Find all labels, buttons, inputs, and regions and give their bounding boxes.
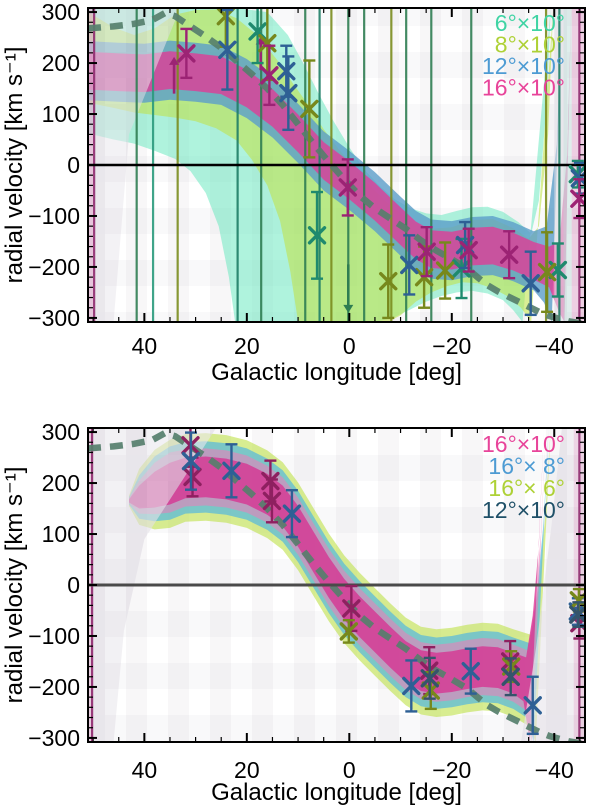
masked-region [88,428,217,742]
dashed-model-line [88,9,585,322]
bottom-panel-chart: 40 20 0 −20 −403002001000−100−200−300Galacti… [1,419,586,806]
axes: 40 20 0 −20 −403002001000−100−200−300Galacti… [1,0,586,386]
legend-entry: 12°×10° [482,53,565,79]
x-tick-label: 0 [343,333,356,359]
legend-entry: 12°×10° [482,497,565,523]
data-point [461,647,480,695]
data-point [521,250,540,317]
y-tick-label: 100 [42,101,80,127]
data-point [260,44,279,107]
x-tick-label: 20 [234,333,260,359]
legend-entry: 8°×10° [495,32,565,58]
y-tick-label: 200 [42,50,80,76]
axes: 40 20 0 −20 −403002001000−100−200−300Galacti… [1,419,586,806]
data-point [459,227,478,273]
limit-arrowhead [343,304,354,313]
data-point [300,59,319,159]
data-point [402,659,421,713]
y-tick-label: 300 [42,0,80,25]
y-tick-label: −100 [28,623,80,649]
data-point [501,657,520,697]
x-tick-label: 40 [132,757,158,783]
y-tick-label: 300 [42,419,80,445]
x-tick-label: −40 [535,333,574,359]
y-tick-label: 0 [67,572,80,598]
data-point [400,234,419,296]
data-point [537,231,557,314]
data-point [282,488,302,539]
x-tick-label: 40 [132,333,158,359]
data-point [279,55,298,132]
plot-area [88,8,585,322]
data-point [435,241,455,300]
legend-entry: 16°× 8° [488,453,565,479]
data-point [177,27,196,80]
y-tick-label: −300 [28,305,80,331]
data-point [338,158,357,217]
data-point [379,243,398,320]
y-tick-label: 200 [42,470,80,496]
legend: 16°×10°16°× 8°16°× 6°12°×10° [482,431,565,523]
data-point [218,8,237,91]
legend-entry: 16°×10° [482,75,565,101]
dashed-model-line [88,429,585,742]
legend-entry: 6°×10° [495,10,565,36]
y-tick-label: −300 [28,725,80,751]
data-point [339,618,358,644]
y-tick-label: −200 [28,254,80,280]
data-point [181,431,201,491]
masked-region [88,8,181,322]
data-point [523,675,542,736]
x-axis-label: Galactic longitude [deg] [211,779,462,806]
y-tick-label: −200 [28,674,80,700]
data-point [277,44,296,98]
x-tick-label: 0 [343,757,356,783]
legend: 6°×10°8°×10°12°×10°16°×10° [482,10,565,101]
data-point [499,230,519,280]
data-point [420,656,439,700]
y-tick-label: 0 [67,152,80,178]
y-tick-label: 100 [42,521,80,547]
data-point [307,190,327,280]
legend-entry: 16°×10° [482,431,565,457]
x-tick-label: 20 [234,757,260,783]
x-tick-label: −20 [432,757,471,783]
y-tick-label: −100 [28,203,80,229]
data-point [222,443,241,499]
x-tick-label: −40 [535,757,574,783]
data-point [262,478,282,524]
y-axis-label: radial velocity [km s⁻¹] [1,467,28,704]
data-point [569,601,585,628]
x-axis-label: Galactic longitude [deg] [211,359,462,386]
legend-entry: 16°× 6° [488,475,565,501]
data-point [417,225,436,278]
top-panel-chart: 40 20 0 −20 −403002001000−100−200−300Galacti… [1,0,586,386]
data-point [258,8,277,82]
x-tick-label: −20 [432,333,471,359]
limit-arrowhead [169,56,180,65]
y-axis-label: radial velocity [km s⁻¹] [1,47,28,284]
